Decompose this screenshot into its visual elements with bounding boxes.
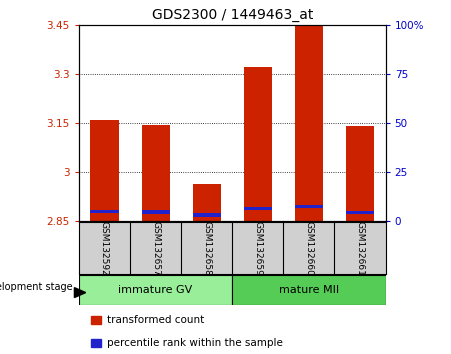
Text: GSM132660: GSM132660 [304, 221, 313, 275]
Title: GDS2300 / 1449463_at: GDS2300 / 1449463_at [152, 8, 313, 22]
Text: GSM132661: GSM132661 [355, 221, 364, 275]
Bar [232, 275, 386, 305]
Bar [193, 184, 221, 221]
Bar [346, 211, 374, 215]
Text: GSM132657: GSM132657 [151, 221, 160, 275]
Bar [142, 125, 170, 221]
Bar [193, 213, 221, 217]
Text: development stage: development stage [0, 282, 72, 292]
Bar [91, 339, 101, 347]
Text: percentile rank within the sample: percentile rank within the sample [107, 338, 283, 348]
Bar [142, 210, 170, 214]
Text: GSM132659: GSM132659 [253, 221, 262, 275]
Bar [79, 275, 232, 305]
Bar [244, 206, 272, 210]
Bar [295, 205, 323, 208]
Text: GSM132592: GSM132592 [100, 221, 109, 275]
Bar [295, 25, 323, 221]
Bar [244, 67, 272, 221]
Bar [91, 316, 101, 324]
Bar [90, 210, 119, 213]
Text: GSM132658: GSM132658 [202, 221, 211, 275]
Text: mature MII: mature MII [279, 285, 339, 295]
Text: transformed count: transformed count [107, 315, 205, 325]
Text: immature GV: immature GV [119, 285, 193, 295]
Bar [90, 120, 119, 221]
Bar [346, 126, 374, 221]
